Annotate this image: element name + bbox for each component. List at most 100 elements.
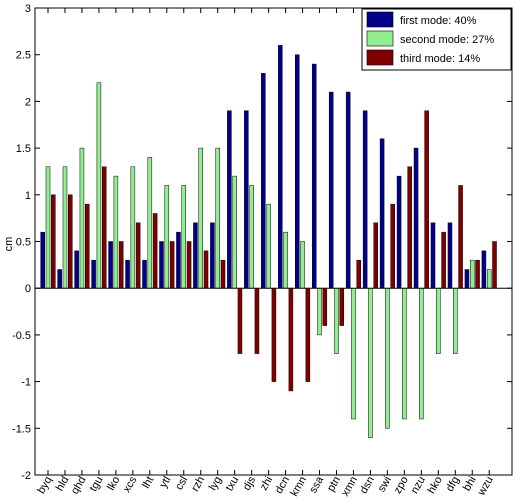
bar-lht-series-3	[152, 213, 158, 289]
bar-txu-series-3	[237, 287, 243, 354]
y-tick-label: 2.5	[16, 50, 31, 62]
bar-dcn-series-3	[288, 287, 294, 392]
y-tick-label: -0.5	[12, 330, 31, 342]
x-category-label-kmn: kmn	[288, 475, 309, 499]
bar-tgu-series-1	[91, 259, 96, 289]
legend-swatch-first	[366, 11, 394, 28]
x-category-label-xmn: xmn	[339, 475, 360, 499]
bar-hld-series-2	[62, 166, 68, 289]
bar-dsn-series-3	[373, 222, 378, 289]
bar-lko-series-3	[118, 241, 124, 289]
x-category-label-zpo: zpo	[392, 475, 411, 496]
bar-ptn-series-1	[328, 91, 334, 289]
bar-dcn-series-2	[283, 231, 288, 289]
x-category-label-txu: txu	[224, 475, 242, 494]
bar-lht-series-2	[147, 157, 153, 289]
bar-qhd-series-1	[74, 250, 79, 289]
plot-area	[34, 7, 513, 476]
bar-csl-series-2	[181, 185, 187, 289]
bar-wzu-series-3	[492, 241, 497, 289]
y-tick-label: 1.5	[16, 143, 31, 155]
bar-ssa-series-2	[317, 287, 322, 336]
bar-dsn-series-1	[362, 110, 368, 289]
x-category-label-hko: hko	[426, 475, 445, 496]
x-category-label-byq: byq	[35, 475, 54, 496]
bar-nzu-series-3	[424, 110, 429, 289]
bar-wzu-series-1	[481, 250, 487, 289]
bar-hko-series-2	[436, 287, 441, 354]
y-axis-label: cm	[3, 237, 15, 252]
y-axis: -2 -1.5 -1 -0.5 0 0.5 1 1.5 2 2.5 3	[12, 3, 512, 482]
bar-djs-series-3	[254, 287, 260, 354]
legend-label-third: third mode: 14%	[400, 53, 480, 65]
bar-ptn-series-3	[339, 287, 345, 326]
x-category-label-ytl: ytl	[157, 475, 173, 491]
bar-swi-series-1	[379, 138, 385, 289]
bar-kmn-series-2	[300, 241, 305, 289]
bar-zhi-series-3	[271, 287, 277, 382]
bar-ptn-series-2	[334, 287, 339, 354]
x-category-label-nzu: nzu	[409, 475, 428, 496]
bar-djs-series-2	[249, 185, 254, 289]
bar-nzu-series-2	[419, 287, 424, 420]
bar-wzu-series-2	[486, 269, 492, 289]
y-tick-label: 2	[25, 96, 31, 108]
bar-ssa-series-3	[322, 287, 328, 326]
y-tick-label: 0	[25, 283, 31, 295]
x-category-label-swi: swi	[376, 475, 394, 495]
legend-label-second: second mode: 27%	[400, 34, 494, 46]
bar-dfg-series-3	[458, 185, 463, 289]
legend-swatch-third	[366, 49, 394, 66]
bar-txu-series-2	[232, 175, 237, 289]
x-category-label-dsn: dsn	[358, 475, 377, 496]
bar-dfg-series-1	[447, 222, 453, 289]
x-category-label-csl: csl	[173, 475, 190, 493]
bar-swi-series-2	[385, 287, 390, 429]
bar-zpo-series-1	[396, 175, 402, 289]
bar-hko-series-3	[441, 231, 446, 289]
bar-byq-series-3	[51, 194, 56, 289]
bar-zhi-series-2	[266, 203, 271, 289]
bar-csl-series-1	[176, 231, 181, 289]
x-category-label-wzu: wzu	[475, 475, 496, 499]
bar-hld-series-1	[57, 269, 62, 289]
x-category-label-lko: lko	[105, 475, 122, 493]
bar-rzh-series-2	[198, 147, 203, 289]
bar-zpo-series-2	[402, 287, 407, 420]
legend: first mode: 40% second mode: 27% third m…	[361, 8, 512, 71]
bar-bhi-series-2	[470, 259, 475, 289]
bar-kmn-series-3	[305, 287, 311, 382]
bar-byq-series-1	[40, 231, 45, 289]
x-category-label-rzh: rzh	[189, 475, 207, 494]
bar-zhi-series-1	[261, 73, 266, 289]
bar-qhd-series-2	[79, 147, 85, 289]
bar-bhi-series-3	[475, 259, 480, 289]
bars-group	[35, 45, 512, 438]
bar-djs-series-1	[244, 110, 249, 289]
y-tick-label: -2	[21, 470, 31, 482]
bar-lht-series-1	[142, 259, 147, 289]
bar-dfg-series-2	[453, 287, 458, 354]
x-category-label-ssa: ssa	[307, 474, 326, 496]
bar-swi-series-3	[390, 203, 395, 289]
x-category-label-lht: lht	[140, 475, 156, 491]
bar-ytl-series-2	[164, 185, 170, 289]
x-category-label-dfg: dfg	[444, 475, 462, 494]
bar-dcn-series-1	[278, 45, 283, 289]
legend-swatch-second	[366, 30, 394, 47]
bar-rzh-series-3	[203, 250, 209, 289]
bar-xcs-series-2	[130, 166, 136, 289]
bar-nzu-series-1	[413, 147, 419, 289]
bar-lko-series-2	[113, 175, 119, 289]
bar-ytl-series-1	[159, 241, 164, 289]
bar-xcs-series-1	[125, 259, 130, 289]
bar-dsn-series-2	[368, 287, 373, 438]
legend-label-first: first mode: 40%	[400, 15, 477, 27]
bar-xcs-series-3	[135, 222, 141, 289]
x-category-label-djs: djs	[241, 474, 259, 493]
bar-qhd-series-3	[84, 203, 90, 289]
bar-csl-series-3	[186, 241, 192, 289]
x-category-label-xcs: xcs	[121, 474, 140, 495]
x-category-label-qhd: qhd	[69, 475, 89, 497]
